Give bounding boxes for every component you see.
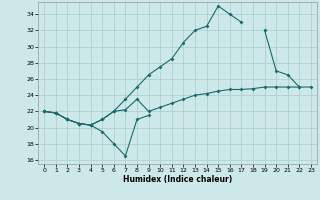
- X-axis label: Humidex (Indice chaleur): Humidex (Indice chaleur): [123, 175, 232, 184]
